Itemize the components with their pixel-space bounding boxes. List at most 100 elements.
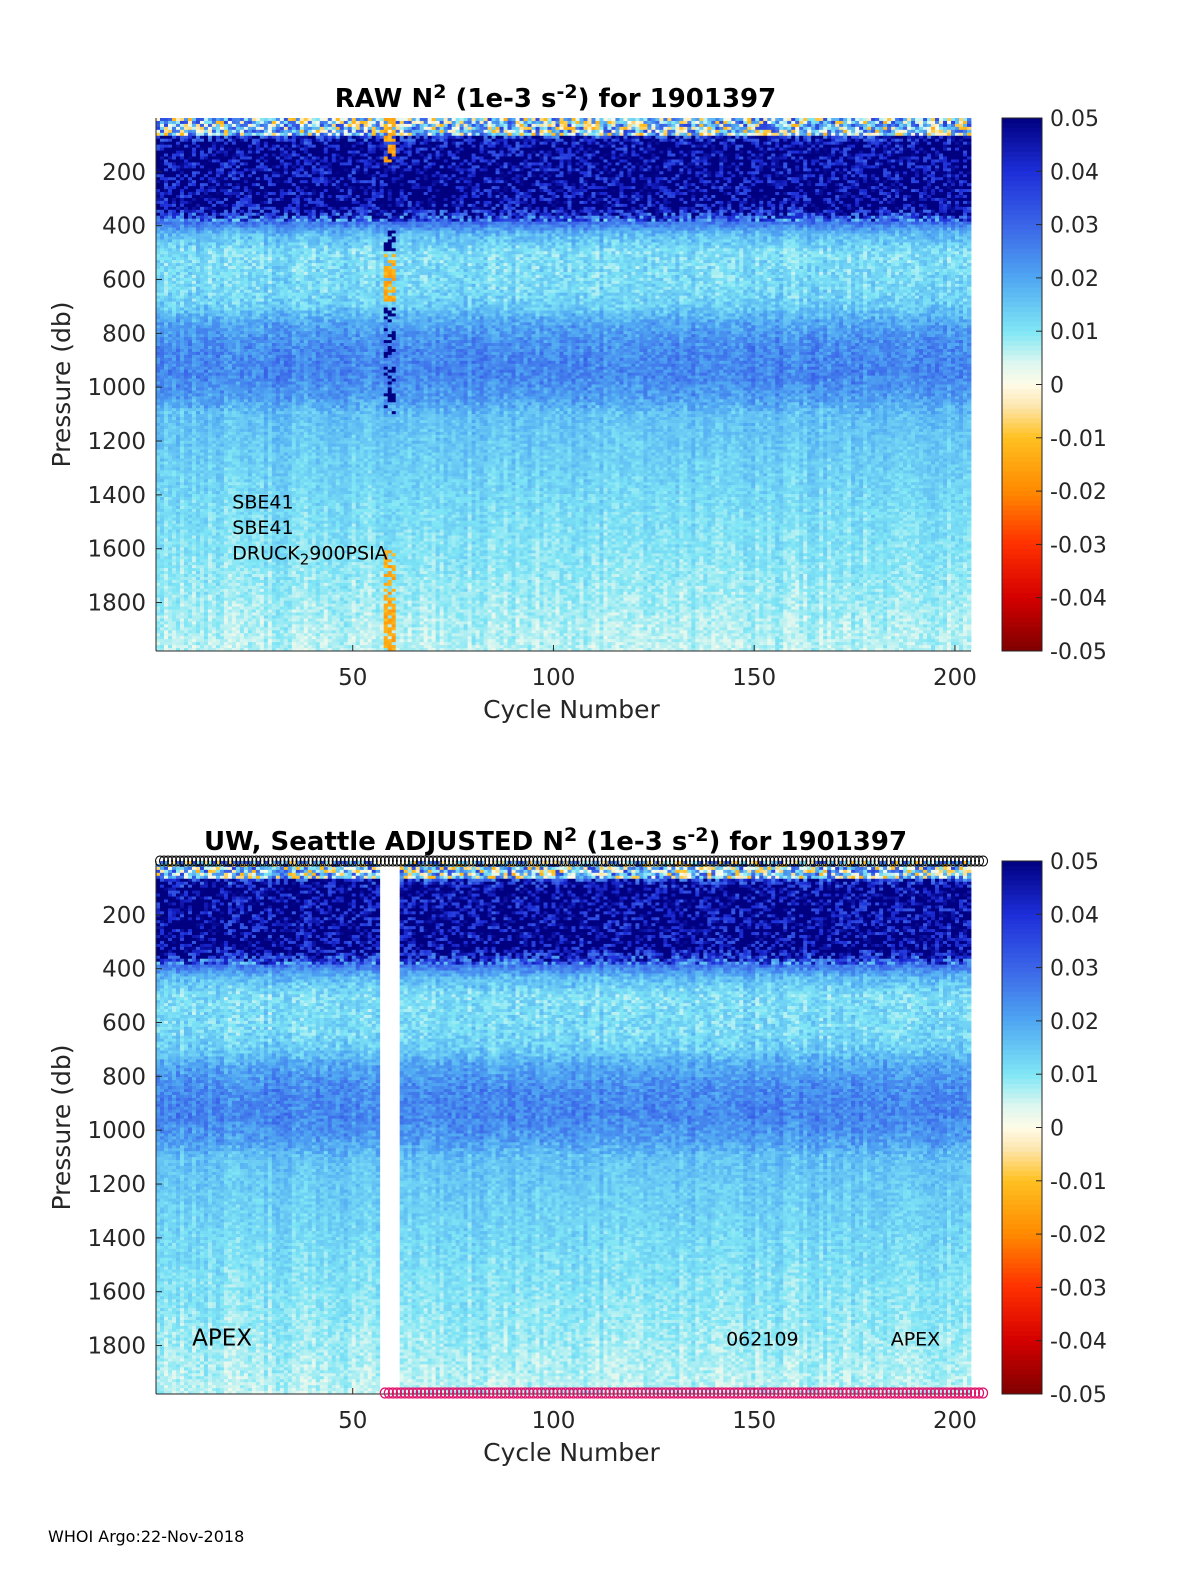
colorbar-segment bbox=[1002, 890, 1042, 895]
colorbar-segment bbox=[1002, 1157, 1042, 1162]
colorbar-segment bbox=[1002, 900, 1042, 905]
title-part: (1e-3 s bbox=[446, 84, 556, 114]
colorbar-segment bbox=[1002, 1287, 1042, 1292]
y-tick-label: 1200 bbox=[87, 429, 146, 455]
colorbar-segment bbox=[1002, 866, 1042, 871]
colorbar-segment bbox=[1002, 617, 1042, 622]
colorbar-segment bbox=[1002, 457, 1042, 462]
colorbar-segment bbox=[1002, 1200, 1042, 1205]
colorbar-segment bbox=[1002, 200, 1042, 205]
colorbar-segment bbox=[1002, 559, 1042, 564]
annotation: APEX bbox=[891, 1329, 940, 1351]
colorbar-tick-label: 0.02 bbox=[1050, 1010, 1099, 1035]
chart-title: RAW N2 (1e-3 s-2) for 1901397 bbox=[335, 81, 777, 114]
colorbar-segment bbox=[1002, 636, 1042, 641]
colorbar-segment bbox=[1002, 259, 1042, 264]
colorbar-segment bbox=[1002, 477, 1042, 482]
colorbar-segment bbox=[1002, 317, 1042, 322]
annotation-part: 900PSIA bbox=[309, 542, 387, 564]
colorbar-segment bbox=[1002, 1055, 1042, 1060]
title-superscript: 2 bbox=[433, 81, 446, 103]
colorbar-segment bbox=[1002, 1089, 1042, 1094]
colorbar-segment bbox=[1002, 603, 1042, 608]
colorbar-segment bbox=[1002, 1297, 1042, 1302]
colorbar-segment bbox=[1002, 1370, 1042, 1375]
colorbar-segment bbox=[1002, 992, 1042, 997]
colorbar-segment bbox=[1002, 1021, 1042, 1026]
colorbar-segment bbox=[1002, 1171, 1042, 1176]
colorbar-tick-label: 0.05 bbox=[1050, 850, 1099, 875]
x-axis-label: Cycle Number bbox=[483, 695, 660, 724]
colorbar-segment bbox=[1002, 1084, 1042, 1089]
colorbar-tick-label: -0.03 bbox=[1050, 533, 1107, 558]
colorbar-segment bbox=[1002, 229, 1042, 234]
colorbar-segment bbox=[1002, 1263, 1042, 1268]
colorbar-segment bbox=[1002, 972, 1042, 977]
colorbar-tick-label: 0 bbox=[1050, 374, 1064, 399]
y-tick-label: 400 bbox=[102, 957, 146, 983]
colorbar: 0.050.040.030.020.010-0.01-0.02-0.03-0.0… bbox=[1002, 850, 1107, 1408]
colorbar-segment bbox=[1002, 1365, 1042, 1370]
colorbar-segment bbox=[1002, 239, 1042, 244]
colorbar-segment bbox=[1002, 312, 1042, 317]
colorbar-segment bbox=[1002, 1307, 1042, 1312]
colorbar-segment bbox=[1002, 1341, 1042, 1346]
colorbar-segment bbox=[1002, 1220, 1042, 1225]
colorbar-segment bbox=[1002, 1273, 1042, 1278]
title-part: (1e-3 s bbox=[577, 827, 687, 857]
colorbar-segment bbox=[1002, 506, 1042, 511]
colorbar-segment bbox=[1002, 1147, 1042, 1152]
colorbar-tick-label: -0.01 bbox=[1050, 427, 1107, 452]
colorbar-segment bbox=[1002, 414, 1042, 419]
colorbar-segment bbox=[1002, 346, 1042, 351]
colorbar-segment bbox=[1002, 447, 1042, 452]
colorbar-segment bbox=[1002, 176, 1042, 181]
colorbar-segment bbox=[1002, 351, 1042, 356]
colorbar-segment bbox=[1002, 336, 1042, 341]
y-tick-label: 800 bbox=[102, 1064, 146, 1090]
colorbar-segment bbox=[1002, 1331, 1042, 1336]
colorbar-segment bbox=[1002, 1098, 1042, 1103]
colorbar-segment bbox=[1002, 895, 1042, 900]
colorbar-segment bbox=[1002, 1210, 1042, 1215]
colorbar-segment bbox=[1002, 520, 1042, 525]
colorbar-segment bbox=[1002, 1384, 1042, 1389]
colorbar-segment bbox=[1002, 399, 1042, 404]
title-superscript: 2 bbox=[564, 824, 577, 846]
colorbar-segment bbox=[1002, 641, 1042, 646]
y-tick-label: 200 bbox=[102, 903, 146, 929]
colorbar-segment bbox=[1002, 871, 1042, 876]
colorbar-segment bbox=[1002, 934, 1042, 939]
x-axis-label: Cycle Number bbox=[483, 1438, 660, 1467]
colorbar-segment bbox=[1002, 1375, 1042, 1380]
colorbar-segment bbox=[1002, 510, 1042, 515]
y-tick-label: 400 bbox=[102, 214, 146, 240]
colorbar-segment bbox=[1002, 583, 1042, 588]
colorbar-segment bbox=[1002, 1321, 1042, 1326]
colorbar-segment bbox=[1002, 491, 1042, 496]
colorbar-segment bbox=[1002, 1050, 1042, 1055]
colorbar-segment bbox=[1002, 1278, 1042, 1283]
y-tick-label: 600 bbox=[102, 1011, 146, 1037]
colorbar-segment bbox=[1002, 428, 1042, 433]
colorbar-segment bbox=[1002, 1074, 1042, 1079]
colorbar-segment bbox=[1002, 1002, 1042, 1007]
y-axis-label: Pressure (db) bbox=[47, 302, 76, 468]
annotation: APEX bbox=[192, 1326, 252, 1352]
colorbar-segment bbox=[1002, 1079, 1042, 1084]
colorbar-segment bbox=[1002, 569, 1042, 574]
colorbar-segment bbox=[1002, 1045, 1042, 1050]
colorbar-segment bbox=[1002, 1006, 1042, 1011]
y-axis-label: Pressure (db) bbox=[47, 1045, 76, 1211]
colorbar-segment bbox=[1002, 244, 1042, 249]
y-tick-label: 1200 bbox=[87, 1172, 146, 1198]
annotation-part: DRUCK bbox=[232, 542, 300, 564]
colorbar-tick-label: 0.03 bbox=[1050, 957, 1099, 982]
colorbar-segment bbox=[1002, 1103, 1042, 1108]
colorbar-segment bbox=[1002, 627, 1042, 632]
colorbar-segment bbox=[1002, 948, 1042, 953]
colorbar-segment bbox=[1002, 1346, 1042, 1351]
colorbar-tick-label: -0.04 bbox=[1050, 1330, 1107, 1355]
colorbar-segment bbox=[1002, 418, 1042, 423]
